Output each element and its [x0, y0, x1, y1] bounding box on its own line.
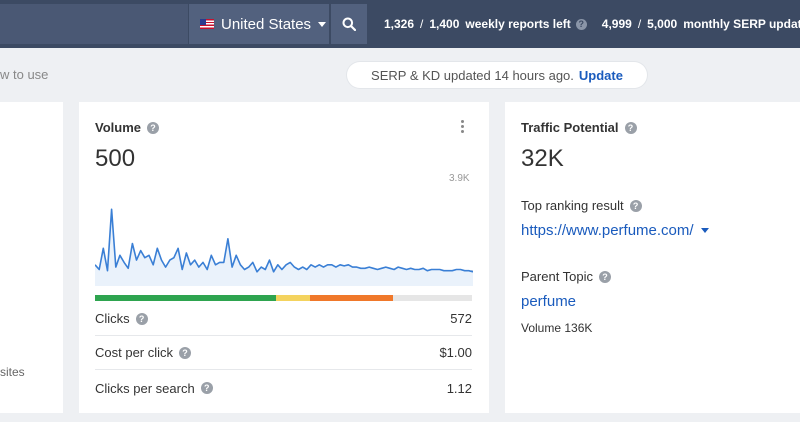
- weekly-label: weekly reports left: [465, 17, 571, 31]
- volume-card: Volume ? 500 3.9K Clicks? 572 Cost per c…: [79, 102, 489, 413]
- parent-topic-label: Parent Topic ?: [521, 269, 612, 284]
- top-ranking-label: Top ranking result ?: [521, 198, 642, 213]
- volume-series-line: [95, 208, 473, 273]
- cpc-row: Cost per click? $1.00: [95, 336, 472, 370]
- keyword-difficulty-card: sites: [0, 102, 63, 413]
- volume-trend-chart: [95, 208, 473, 286]
- weekly-total: 1,400: [429, 17, 460, 31]
- click-bar-segment-2: [309, 295, 393, 301]
- country-label: United States: [221, 15, 312, 33]
- parent-topic-volume: Volume 136K: [521, 321, 593, 335]
- update-link[interactable]: Update: [578, 67, 623, 83]
- chart-max-label: 3.9K: [449, 173, 470, 184]
- traffic-potential-title: Traffic Potential ?: [521, 120, 637, 135]
- monthly-used: 4,999: [601, 17, 632, 31]
- chevron-down-icon[interactable]: [700, 228, 709, 233]
- help-icon[interactable]: ?: [575, 18, 587, 30]
- volume-area: [95, 209, 473, 286]
- update-status-text: SERP & KD updated 14 hours ago.: [371, 67, 574, 83]
- volume-title: Volume ?: [95, 120, 159, 135]
- help-icon[interactable]: ?: [200, 382, 213, 394]
- country-select[interactable]: United States: [188, 4, 330, 44]
- clicks-per-search-row: Clicks per search? 1.12: [95, 380, 472, 396]
- traffic-potential-value: 32K: [521, 145, 564, 172]
- help-icon[interactable]: ?: [147, 121, 159, 134]
- weekly-used: 1,326: [384, 17, 415, 31]
- click-bar-segment-0: [95, 295, 276, 301]
- search-button[interactable]: [331, 4, 367, 44]
- chevron-down-icon: [318, 21, 327, 27]
- sites-text: sites: [0, 365, 25, 379]
- clicks-value: 572: [450, 311, 472, 326]
- help-icon[interactable]: ?: [624, 121, 637, 134]
- serp-update-notice: SERP & KD updated 14 hours ago. Update: [347, 62, 647, 88]
- volume-value: 500: [95, 145, 136, 172]
- more-options-icon[interactable]: [461, 120, 465, 135]
- report-quota: 1,326 / 1,400 weekly reports left ? 4,99…: [384, 0, 800, 48]
- keyword-input[interactable]: [0, 4, 188, 44]
- search-icon: [342, 17, 356, 31]
- monthly-label: monthly SERP updates: [683, 17, 800, 31]
- top-bar: United States 1,326 / 1,400 weekly repor…: [0, 0, 800, 48]
- parent-topic-link[interactable]: perfume: [521, 293, 577, 310]
- help-icon[interactable]: ?: [629, 199, 642, 212]
- click-bar-segment-1: [275, 295, 310, 301]
- help-icon[interactable]: ?: [599, 270, 612, 283]
- click-distribution-bar: [95, 295, 472, 301]
- monthly-total: 5,000: [647, 17, 678, 31]
- help-icon[interactable]: ?: [135, 312, 148, 325]
- clicks-row: Clicks? 572: [95, 302, 472, 336]
- help-icon[interactable]: ?: [179, 346, 192, 359]
- top-ranking-url-link[interactable]: https://www.perfume.com/: [521, 222, 709, 239]
- click-bar-segment-3: [392, 295, 472, 301]
- how-to-use-link[interactable]: w to use: [0, 67, 49, 82]
- us-flag-icon: [200, 19, 214, 29]
- traffic-potential-card: Traffic Potential ? 32K Top ranking resu…: [505, 102, 800, 413]
- cpc-value: $1.00: [439, 345, 472, 360]
- clicks-per-search-value: 1.12: [446, 380, 472, 396]
